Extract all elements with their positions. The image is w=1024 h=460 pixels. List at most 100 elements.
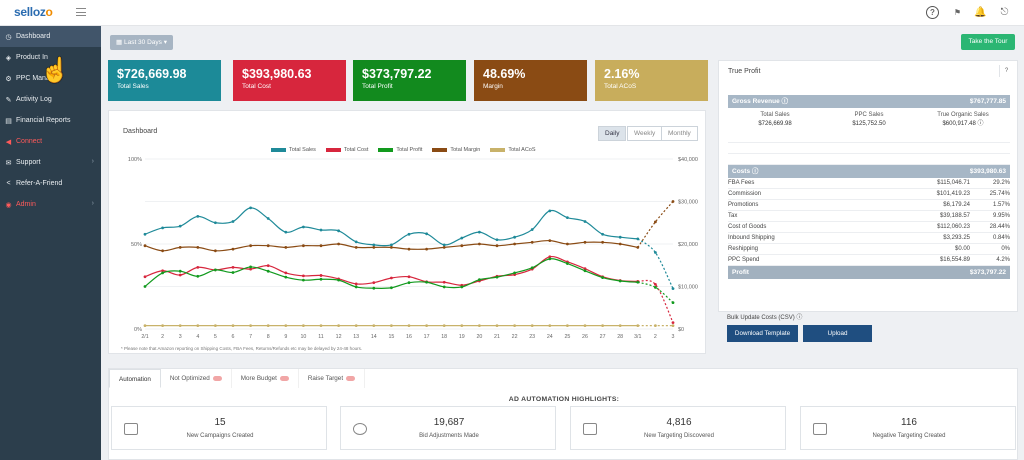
data-point (442, 243, 446, 247)
logo[interactable]: sellozo (14, 5, 53, 19)
data-point (566, 216, 569, 220)
legend-item[interactable]: Total ACoS (490, 147, 536, 153)
data-point (495, 324, 499, 327)
legend-item[interactable]: Total Profit (378, 147, 422, 153)
data-point (636, 237, 640, 241)
x-tick-label: 18 (441, 334, 447, 340)
data-point (266, 264, 270, 268)
legend-swatch (271, 147, 286, 152)
data-point (302, 278, 305, 282)
data-point (372, 324, 376, 327)
tab-raise-target[interactable]: Raise Target (299, 369, 366, 388)
help-icon[interactable]: ? (999, 65, 1013, 77)
legend-item[interactable]: Total Sales (271, 147, 316, 153)
data-point (178, 246, 182, 249)
summary-organic-sales: True Organic Sales $600,917.48 ⓘ (937, 112, 989, 127)
cost-amount: $16,554.89 (939, 257, 970, 263)
x-tick-label: 24 (547, 334, 553, 340)
flag-icon[interactable]: ⚑ (953, 8, 962, 17)
data-point (390, 286, 393, 290)
kpi-value: 48.69% (483, 67, 526, 81)
cost-percent: 4.2% (996, 257, 1010, 263)
cost-percent: 1.57% (992, 202, 1010, 208)
x-tick-label: 7 (249, 334, 252, 340)
stat-number: 116 (901, 417, 917, 428)
legend-item[interactable]: Total Cost (325, 147, 368, 153)
data-point (161, 249, 164, 253)
data-point (354, 240, 358, 244)
download-template-button[interactable]: Download Template (727, 325, 798, 342)
sidebar-item-product[interactable]: ◈ Product In (0, 47, 101, 68)
profit-row: Profit $373,797.22 (728, 266, 1010, 279)
data-point (319, 228, 323, 232)
kpi-total-cost: $393,980.63 Total Cost (233, 60, 346, 101)
period-daily-button[interactable]: Daily (598, 126, 627, 141)
x-tick-label: 13 (353, 334, 359, 340)
data-point (249, 244, 253, 248)
sidebar-item-label: Support (16, 159, 41, 166)
sidebar-item-connect[interactable]: ◀ Connect (0, 131, 101, 152)
tab-more-budget[interactable]: More Budget (232, 369, 299, 388)
help-icon[interactable]: ? (926, 6, 939, 19)
upload-button[interactable]: Upload (803, 325, 872, 342)
date-range-button[interactable]: ▦ Last 30 Days ▾ (110, 35, 173, 50)
tab-automation[interactable]: Automation (109, 369, 161, 388)
data-point (583, 267, 587, 271)
sidebar-item-refer-a-friend[interactable]: < Refer-A-Friend (0, 173, 101, 194)
data-point (513, 271, 516, 275)
data-point (513, 324, 516, 327)
sidebar-item-ppc-manager[interactable]: ⚙ PPC Manager (0, 68, 101, 89)
mail-icon: ✉ (5, 159, 12, 167)
data-point (196, 246, 200, 249)
data-point (196, 274, 200, 278)
data-point (372, 286, 376, 290)
exit-icon[interactable]: ⎋ (1000, 7, 1009, 18)
data-point (442, 246, 446, 249)
data-point (636, 324, 640, 327)
data-point (231, 324, 235, 327)
data-point (143, 232, 147, 236)
data-point (530, 324, 534, 327)
data-point (266, 217, 270, 220)
data-point (548, 255, 552, 259)
data-point (442, 324, 446, 327)
stat-number: 4,816 (666, 417, 692, 428)
sidebar-item-admin[interactable]: ◉ Admin › (0, 194, 101, 215)
data-point (319, 324, 323, 327)
sidebar-item-dashboard[interactable]: ◷ Dashboard (0, 26, 101, 47)
tab-not-optimized[interactable]: Not Optimized (161, 369, 232, 388)
x-tick-label: 28 (617, 334, 623, 340)
data-point (178, 324, 182, 327)
stat-number: 19,687 (433, 417, 465, 428)
sidebar-item-financial-reports[interactable]: ▤ Financial Reports (0, 110, 101, 131)
chart-legend: Total Sales Total Cost Total Profit Total M… (271, 147, 536, 153)
legend-swatch (378, 147, 394, 152)
period-monthly-button[interactable]: Monthly (661, 126, 698, 141)
gross-revenue-label: Gross Revenue ⓘ (732, 98, 788, 105)
sidebar-item-activity-log[interactable]: ✎ Activity Log (0, 89, 101, 110)
costs-value: $393,980.63 (969, 168, 1006, 175)
data-point (319, 274, 323, 277)
menu-toggle-icon[interactable] (76, 8, 86, 16)
legend-item[interactable]: Total Margin (432, 147, 480, 153)
data-point (266, 269, 270, 273)
data-point (636, 246, 640, 249)
cost-label: Commission (728, 191, 762, 197)
data-point (196, 265, 200, 269)
sidebar-item-label: Admin (16, 201, 36, 208)
bell-icon[interactable]: 🔔 (974, 7, 987, 18)
kpi-label: Total ACoS (604, 83, 637, 90)
stat-label: Negative Targeting Created (872, 433, 946, 439)
data-point (583, 324, 587, 327)
cost-label: Inbound Shipping (728, 235, 775, 241)
cost-label: Reshipping (728, 246, 759, 252)
x-tick-label: 16 (406, 334, 412, 340)
sidebar-item-support[interactable]: ✉ Support › (0, 152, 101, 173)
data-point (407, 324, 411, 327)
y-right-tick-label: $10,000 (678, 285, 698, 291)
legend-label: Total Sales (289, 147, 316, 153)
cost-label: PPC Spend (728, 257, 760, 263)
data-point (354, 285, 358, 289)
take-tour-button[interactable]: Take the Tour (961, 34, 1015, 50)
period-weekly-button[interactable]: Weekly (627, 126, 663, 141)
